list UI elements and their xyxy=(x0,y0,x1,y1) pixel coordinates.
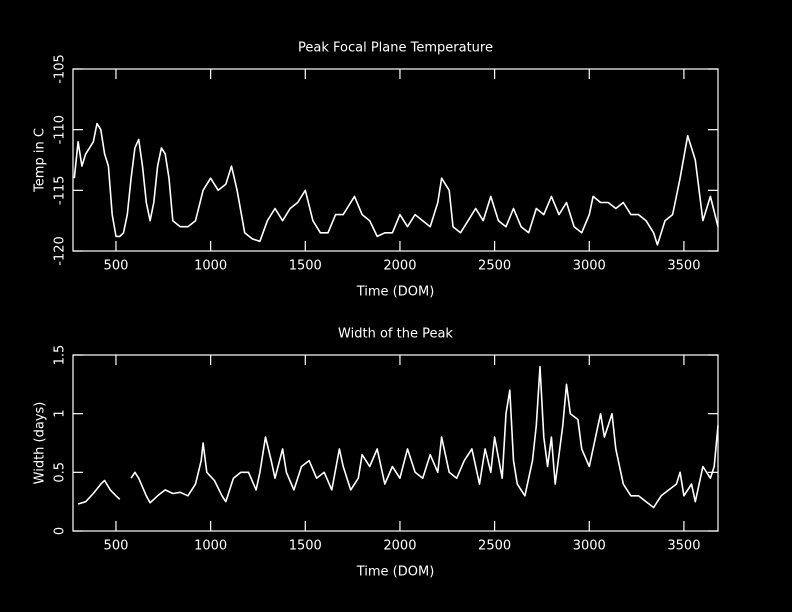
data-line xyxy=(77,479,121,505)
x-tick-label: 500 xyxy=(104,539,129,554)
x-tick-label: 1000 xyxy=(194,259,227,274)
chart-title: Peak Focal Plane Temperature xyxy=(298,41,493,56)
data-line xyxy=(73,122,719,246)
y-axis-label: Width (days) xyxy=(33,402,48,485)
x-tick-label: 3500 xyxy=(667,259,700,274)
x-tick-label: 2500 xyxy=(478,259,511,274)
x-tick-label: 2000 xyxy=(383,539,416,554)
x-tick-label: 2000 xyxy=(383,259,416,274)
y-tick-label: 1.5 xyxy=(53,345,68,366)
y-tick-label: -120 xyxy=(53,236,68,266)
y-tick-label: -105 xyxy=(53,54,68,84)
y-tick-label: 0.5 xyxy=(53,462,68,483)
x-axis-label: Time (DOM) xyxy=(356,285,435,300)
plot-frame xyxy=(72,68,719,252)
x-axis-label: Time (DOM) xyxy=(356,565,435,580)
y-tick-label: -110 xyxy=(53,115,68,145)
x-tick-label: 1000 xyxy=(194,539,227,554)
chart-title: Width of the Peak xyxy=(338,327,453,342)
y-axis-label: Temp in C xyxy=(33,128,48,193)
x-tick-label: 3500 xyxy=(667,539,700,554)
x-tick-label: 3000 xyxy=(573,539,606,554)
data-line xyxy=(130,365,719,509)
x-tick-label: 1500 xyxy=(289,539,322,554)
x-tick-label: 500 xyxy=(104,259,129,274)
y-tick-label: -115 xyxy=(53,176,68,206)
plot-frame xyxy=(72,354,719,532)
y-tick-label: 1 xyxy=(53,410,68,418)
y-tick-label: 0 xyxy=(53,527,68,535)
x-tick-label: 1500 xyxy=(289,259,322,274)
x-tick-label: 2500 xyxy=(478,539,511,554)
x-tick-label: 3000 xyxy=(573,259,606,274)
